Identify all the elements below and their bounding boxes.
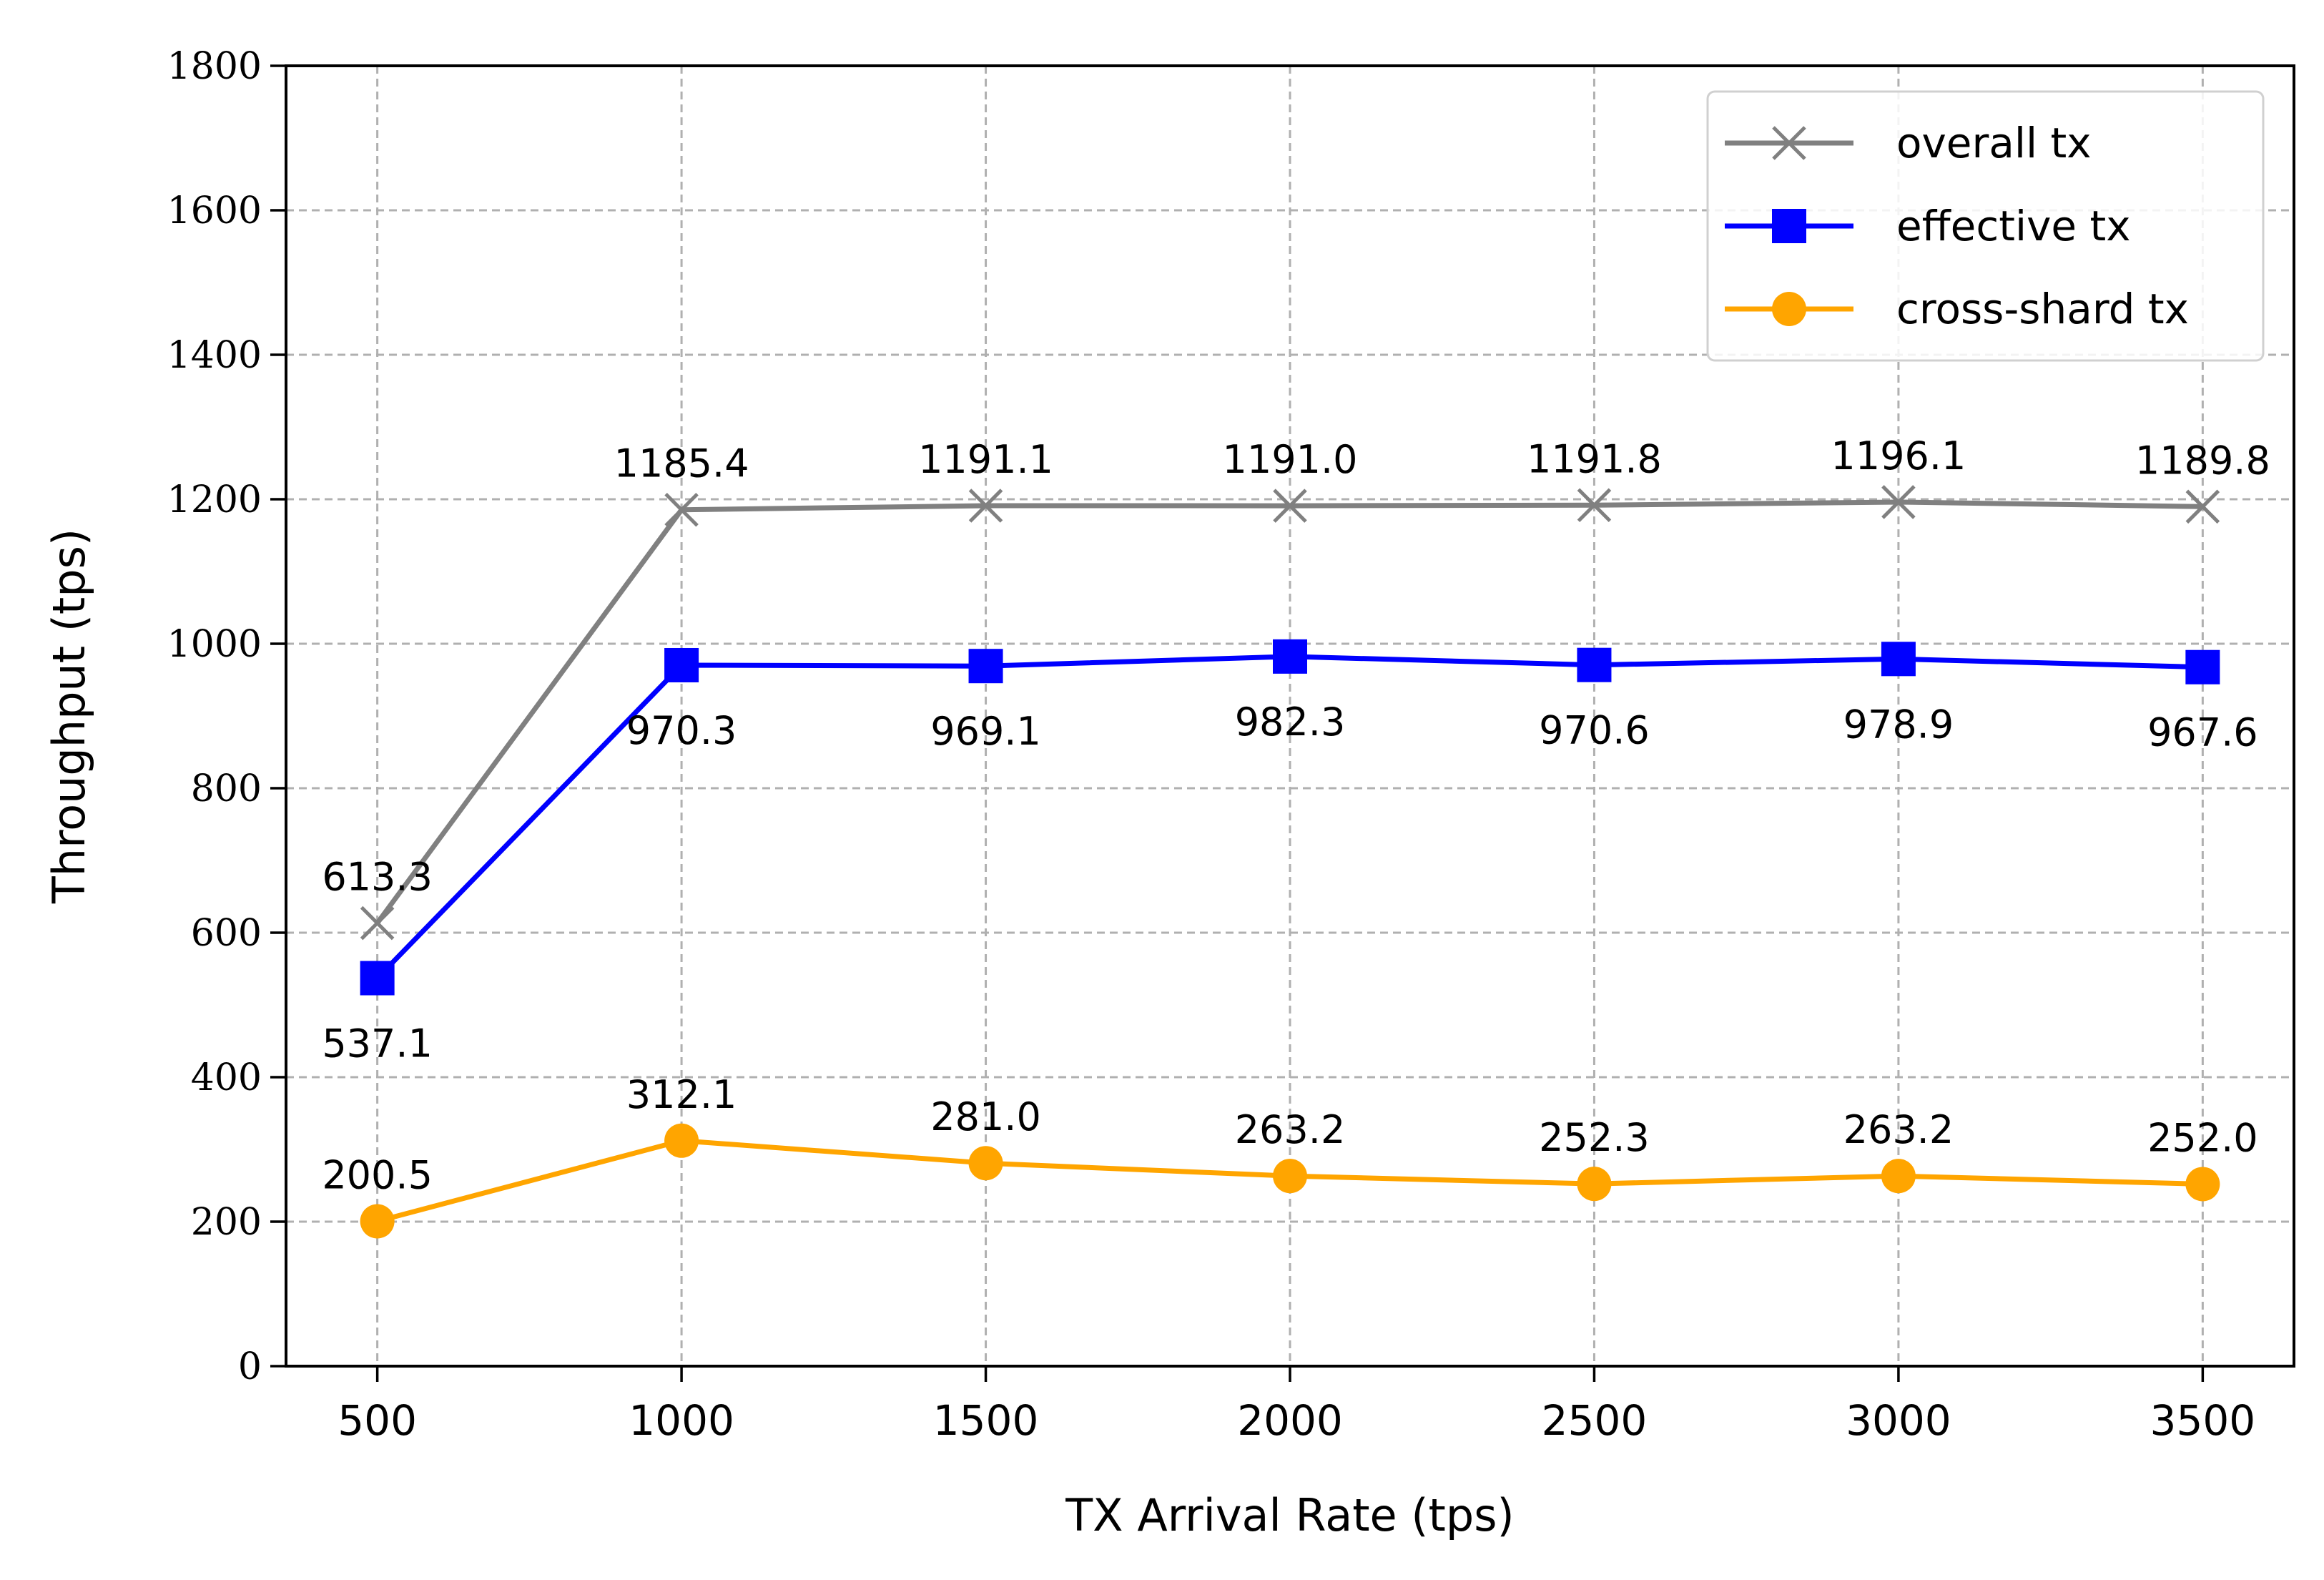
data-label: 1185.4	[614, 441, 749, 486]
x-tick-label: 2500	[1542, 1396, 1648, 1445]
legend-label: effective tx	[1896, 202, 2131, 250]
data-point	[968, 1146, 1003, 1181]
legend-item: overall tx	[1725, 119, 2092, 167]
data-point-b	[1881, 485, 1916, 519]
y-tick-label: 800	[191, 767, 262, 810]
legend-swatch-marker-b	[1772, 126, 1806, 160]
data-point-b	[968, 489, 1003, 523]
x-tick-label: 1000	[629, 1396, 734, 1445]
data-label: 252.0	[2147, 1115, 2258, 1160]
data-label: 1191.8	[1527, 436, 1662, 481]
data-label: 281.0	[930, 1094, 1041, 1139]
y-tick-label: 600	[191, 912, 262, 955]
legend: overall tx effective tx cross-shard tx	[1706, 90, 2265, 362]
y-tick-label: 1200	[167, 479, 262, 521]
data-label: 1196.1	[1831, 433, 1966, 479]
y-tick-label: 0	[238, 1345, 262, 1388]
data-point	[2185, 649, 2220, 684]
y-tick-label: 1400	[167, 334, 262, 377]
data-label: 967.6	[2147, 710, 2258, 755]
data-point-b	[2185, 489, 2220, 524]
data-point	[664, 1123, 699, 1158]
series-cross-shard-tx	[360, 1123, 2220, 1239]
data-label: 263.2	[1843, 1107, 1954, 1152]
data-label: 537.1	[322, 1021, 433, 1066]
data-point	[968, 649, 1003, 684]
legend-box	[1706, 90, 2265, 362]
data-label: 1189.8	[2135, 438, 2270, 483]
data-point	[1273, 639, 1307, 674]
data-point-b	[1273, 489, 1307, 523]
y-tick-label: 1800	[167, 45, 262, 88]
data-point-b	[1577, 488, 1612, 523]
data-label: 263.2	[1235, 1107, 1346, 1152]
legend-item: cross-shard tx	[1725, 285, 2189, 333]
legend-swatch-marker	[1772, 209, 1806, 243]
x-tick-label: 2000	[1237, 1396, 1343, 1445]
y-tick-label: 200	[191, 1201, 262, 1244]
data-label: 978.9	[1843, 702, 1954, 747]
data-labels: 613.3 1185.4 1191.1 1191.0 1191.8 1196.1 1189.…	[322, 433, 2270, 1198]
data-point	[360, 1204, 395, 1239]
data-label: 982.3	[1235, 700, 1346, 745]
y-tick-label: 400	[191, 1056, 262, 1099]
data-point	[1273, 1159, 1307, 1194]
y-axis-label: Throughput (tps)	[43, 529, 95, 904]
y-tick-label: 1000	[167, 623, 262, 666]
data-label: 312.1	[626, 1072, 737, 1117]
series-effective-tx	[360, 639, 2220, 996]
axis-ticks: 0 200 400 600 800 1000 1200 1400 1600 1800 500 1000…	[167, 45, 2256, 1445]
data-label: 969.1	[930, 709, 1041, 754]
x-axis-label: TX Arrival Rate (tps)	[1065, 1489, 1514, 1541]
x-tick-label: 3000	[1846, 1396, 1951, 1445]
data-label: 1191.0	[1223, 437, 1358, 482]
data-label: 1191.1	[918, 437, 1053, 482]
data-point	[1881, 642, 1916, 677]
data-label: 970.3	[626, 708, 737, 753]
data-label: 970.6	[1539, 708, 1650, 753]
legend-label: overall tx	[1896, 119, 2092, 167]
data-point-b	[360, 906, 395, 941]
legend-swatch-marker	[1772, 292, 1806, 326]
data-label: 252.3	[1539, 1115, 1650, 1160]
x-tick-label: 1500	[933, 1396, 1039, 1445]
x-tick-label: 500	[338, 1396, 417, 1445]
data-point	[2185, 1167, 2220, 1202]
data-point	[1881, 1159, 1916, 1194]
series-layer	[360, 485, 2220, 1239]
data-point	[360, 961, 395, 996]
data-label: 200.5	[322, 1152, 433, 1197]
data-label: 613.3	[322, 855, 433, 900]
legend-label: cross-shard tx	[1896, 285, 2189, 333]
y-tick-label: 1600	[167, 190, 262, 232]
data-point-b	[664, 492, 699, 527]
data-point	[664, 647, 699, 682]
x-tick-label: 3500	[2150, 1396, 2256, 1445]
data-point	[1577, 647, 1612, 682]
data-point	[1577, 1167, 1612, 1202]
legend-item: effective tx	[1725, 202, 2131, 250]
series-overall-tx	[360, 485, 2220, 941]
